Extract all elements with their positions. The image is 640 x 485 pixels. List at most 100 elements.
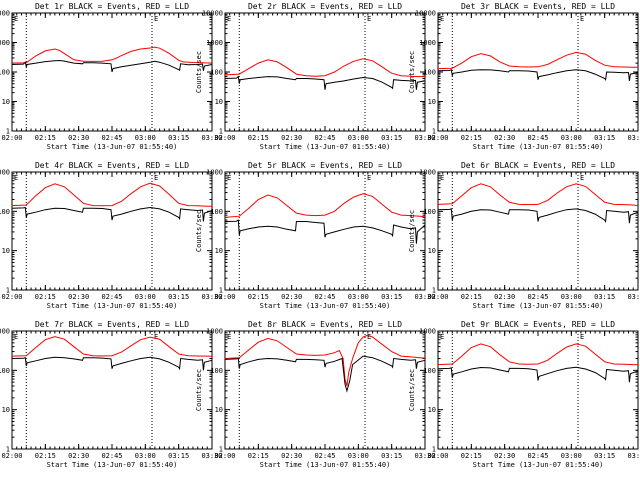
series-events-line <box>11 59 213 73</box>
y-tick-label: 100 <box>0 208 10 216</box>
y-tick-label: 100 <box>210 208 223 216</box>
y-tick-label: 10 <box>428 247 436 255</box>
series-lld-line <box>11 336 213 357</box>
x-tick-label: 03:30 <box>201 293 222 301</box>
y-tick-label: 1 <box>6 287 10 295</box>
y-tick-label: 1000 <box>206 39 223 47</box>
y-tick-label: 100 <box>0 367 10 375</box>
plot-frame <box>224 12 426 132</box>
panel-2: Det 2r BLACK = Events, RED = LLD11010010… <box>195 2 436 151</box>
y-tick-label: 10 <box>215 247 223 255</box>
x-tick-label: 03:30 <box>201 134 222 142</box>
x-tick-label: 03:00 <box>135 134 156 142</box>
panel-title: Det 7r BLACK = Events, RED = LLD <box>35 320 189 329</box>
panel-5: Det 5r BLACK = Events, RED = LLD11010010… <box>195 161 436 310</box>
panel-9: Det 9r BLACK = Events, RED = LLD 1 10 100 10… <box>408 320 640 469</box>
plot-frame <box>224 330 426 450</box>
y-tick-label: 1 <box>432 128 436 136</box>
marker-e-right: E <box>154 333 158 341</box>
series-events-line <box>437 366 639 383</box>
series-lld-line <box>224 334 426 387</box>
x-tick-label: 03:30 <box>627 293 640 301</box>
marker-e-right: E <box>367 15 371 23</box>
x-tick-label: 02:30 <box>68 452 89 460</box>
y-tick-label: 1000 <box>0 328 10 336</box>
series-events-line <box>437 68 639 81</box>
x-tick-label: 03:00 <box>561 452 582 460</box>
x-tick-label: 02:00 <box>1 452 22 460</box>
y-axis-label: Counts/sec <box>195 210 203 252</box>
x-tick-label: 03:00 <box>348 293 369 301</box>
y-tick-label: 10 <box>428 98 436 106</box>
x-tick-label: 02:45 <box>314 293 335 301</box>
x-axis-label: Start Time (13-Jun-07 01:55:40) <box>473 143 604 151</box>
y-tick-label: 1 <box>219 446 223 454</box>
marker-e-right: E <box>367 333 371 341</box>
x-tick-label: 02:30 <box>494 134 515 142</box>
x-tick-label: 02:15 <box>248 134 269 142</box>
series-events-line <box>224 219 426 244</box>
x-tick-label: 03:00 <box>348 134 369 142</box>
x-tick-label: 02:45 <box>527 293 548 301</box>
x-tick-label: 03:30 <box>627 452 640 460</box>
x-tick-label: 02:30 <box>281 452 302 460</box>
series-events-line <box>11 356 213 371</box>
panel-title: Det 4r BLACK = Events, RED = LLD <box>35 161 189 170</box>
y-axis-label: Counts/sec <box>408 369 416 411</box>
panel-title: Det 9r BLACK = Events, RED = LLD <box>461 320 615 329</box>
series-events-line <box>11 206 213 222</box>
x-tick-label: 02:45 <box>101 134 122 142</box>
x-tick-label: 02:00 <box>1 134 22 142</box>
marker-e-right: E <box>580 174 584 182</box>
series-lld-line <box>437 51 638 70</box>
x-tick-label: 02:15 <box>35 293 56 301</box>
y-tick-label: 1000 <box>206 328 223 336</box>
x-tick-label: 02:00 <box>427 134 448 142</box>
plot-frame <box>437 171 639 291</box>
y-tick-label: 1000 <box>206 169 223 177</box>
x-tick-label: 03:00 <box>135 452 156 460</box>
x-tick-label: 03:30 <box>627 134 640 142</box>
y-tick-label: 100 <box>423 69 436 77</box>
x-tick-label: 03:30 <box>414 134 435 142</box>
series-lld-line <box>224 58 425 78</box>
y-axis-label: Counts/sec <box>195 369 203 411</box>
x-tick-label: 02:30 <box>281 134 302 142</box>
x-tick-label: 02:45 <box>527 134 548 142</box>
marker-e-right: E <box>154 15 158 23</box>
marker-e-left: E <box>227 15 231 23</box>
series-lld-line <box>437 183 639 207</box>
x-axis-label: Start Time (13-Jun-07 01:55:40) <box>473 461 604 469</box>
y-tick-label: 10 <box>2 98 10 106</box>
x-tick-label: 03:30 <box>414 452 435 460</box>
x-tick-label: 02:15 <box>461 134 482 142</box>
y-tick-label: 100 <box>210 367 223 375</box>
x-tick-label: 02:00 <box>214 452 235 460</box>
plot-frame <box>11 330 213 450</box>
y-tick-label: 1 <box>219 128 223 136</box>
x-tick-label: 02:45 <box>101 452 122 460</box>
y-tick-label: 1000 <box>419 39 436 47</box>
x-tick-label: 03:15 <box>381 293 402 301</box>
series-lld-line <box>11 46 213 64</box>
x-tick-label: 02:00 <box>214 293 235 301</box>
series-events-line <box>437 208 639 224</box>
y-tick-label: 10000 <box>0 10 10 18</box>
y-tick-label: 10 <box>215 406 223 414</box>
marker-e-left: E <box>440 333 444 341</box>
panel-title: Det 2r BLACK = Events, RED = LLD <box>248 2 402 11</box>
x-tick-label: 03:00 <box>348 452 369 460</box>
x-tick-label: 02:30 <box>281 293 302 301</box>
series-events-line <box>224 75 426 90</box>
panel-title: Det 5r BLACK = Events, RED = LLD <box>248 161 402 170</box>
x-axis-label: Start Time (13-Jun-07 01:55:40) <box>260 302 391 310</box>
series-lld-line <box>224 193 426 218</box>
y-tick-label: 1 <box>6 128 10 136</box>
y-tick-label: 100 <box>0 69 10 77</box>
y-tick-label: 100 <box>210 69 223 77</box>
x-tick-label: 02:30 <box>494 293 515 301</box>
x-tick-label: 02:15 <box>461 452 482 460</box>
panel-1: Det 1r BLACK = Events, RED = LLD11010010… <box>0 2 223 151</box>
y-tick-label: 1000 <box>419 169 436 177</box>
